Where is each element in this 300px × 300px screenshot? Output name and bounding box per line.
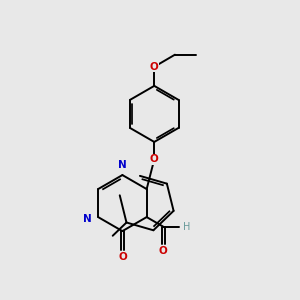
Text: N: N (83, 214, 92, 224)
Text: N: N (118, 160, 127, 170)
Text: O: O (159, 246, 168, 256)
Text: O: O (150, 154, 159, 164)
Text: O: O (118, 252, 127, 262)
Text: H: H (182, 222, 190, 232)
Text: O: O (150, 62, 159, 72)
